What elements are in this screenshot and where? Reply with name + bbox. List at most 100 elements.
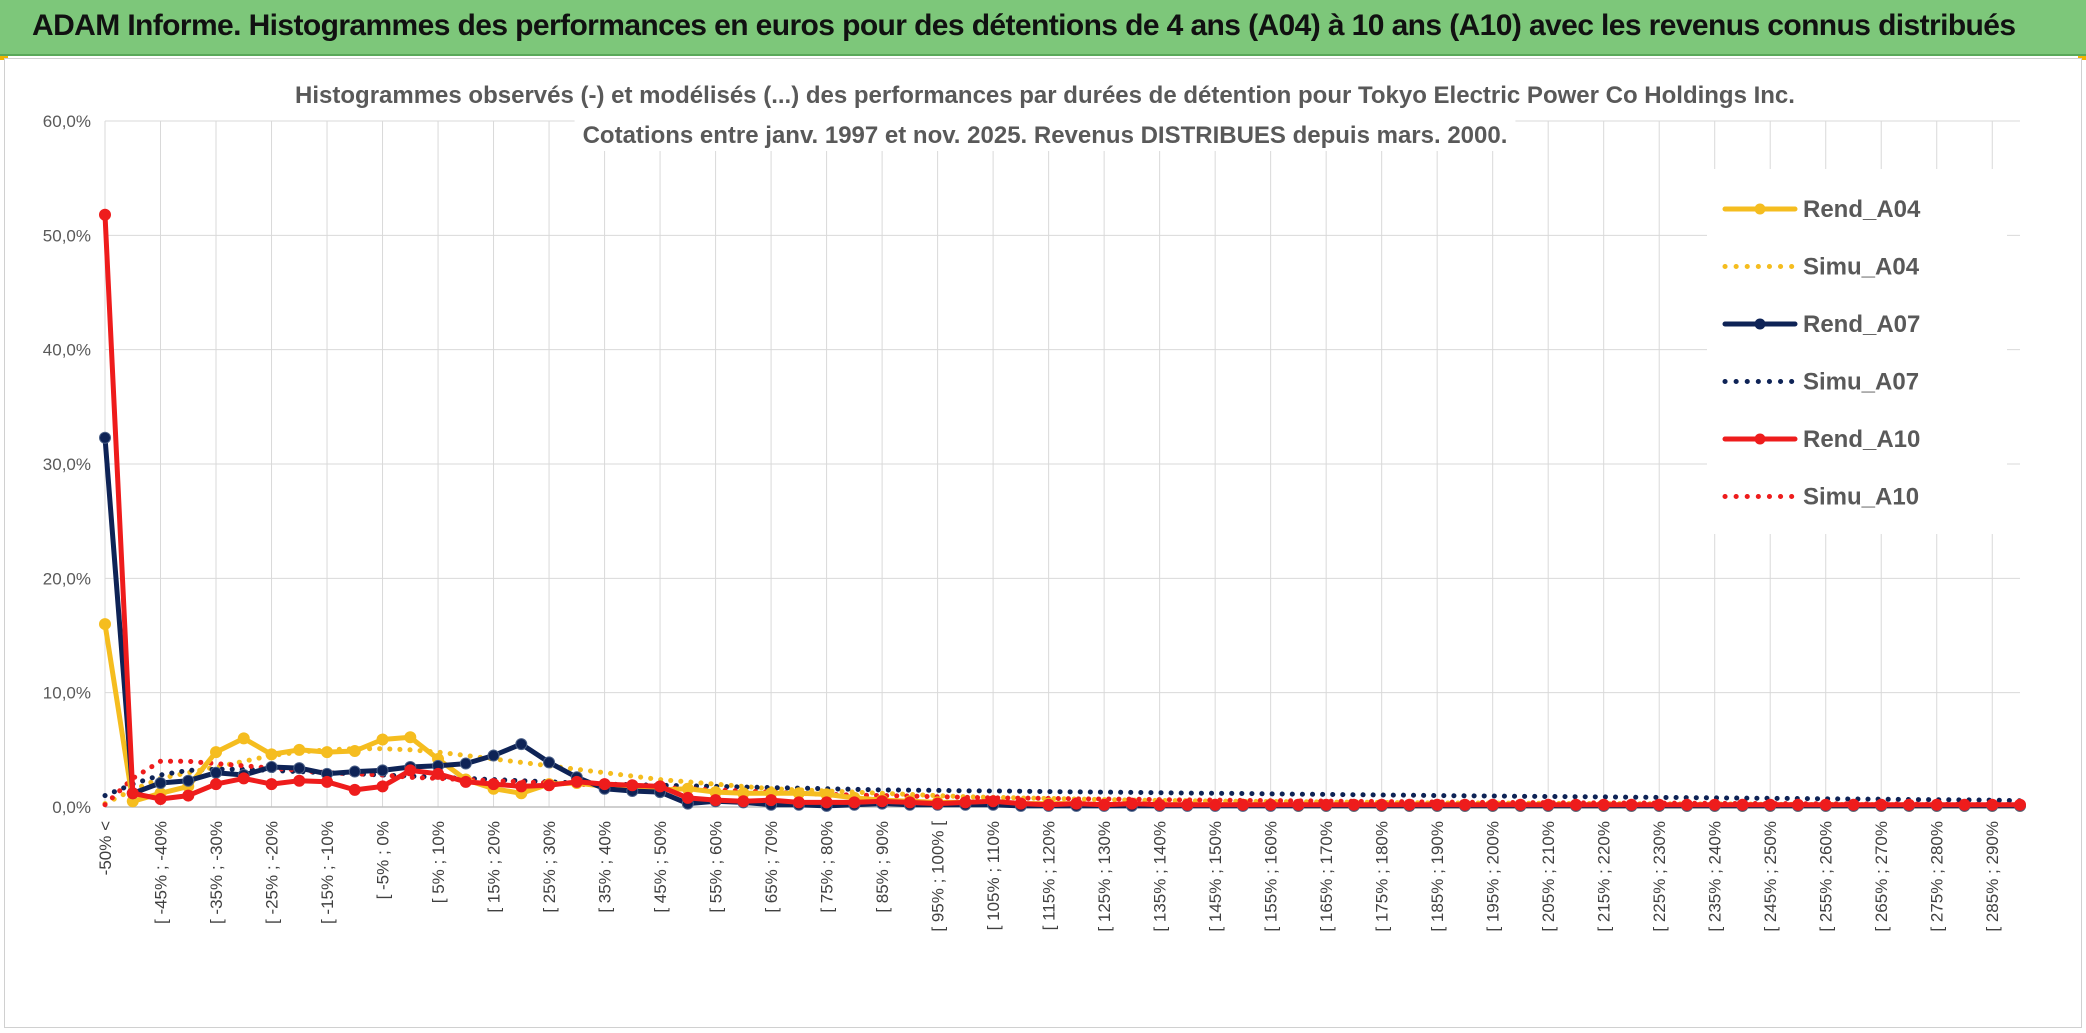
data-point-rend_a10 <box>792 796 805 809</box>
x-tick-label: [ -45% ; -40% <box>152 821 171 924</box>
x-tick-label: [ 225% ; 230% <box>1650 821 1669 932</box>
x-tick-label: [ 65% ; 70% <box>762 821 781 913</box>
data-point-rend_a10 <box>1680 798 1693 811</box>
data-point-rend_a04 <box>237 732 250 745</box>
x-tick-label: [ 195% ; 200% <box>1484 821 1503 932</box>
x-tick-label: [ 175% ; 180% <box>1373 821 1392 932</box>
data-point-rend_a10 <box>1264 798 1277 811</box>
data-point-rend_a10 <box>1902 798 1915 811</box>
y-tick-label: 60,0% <box>43 112 91 131</box>
data-point-rend_a10 <box>987 795 1000 808</box>
data-point-rend_a07 <box>99 431 111 444</box>
data-point-rend_a10 <box>1542 798 1555 811</box>
data-point-rend_a10 <box>681 791 694 804</box>
legend-marker-rend_a04 <box>1754 203 1766 215</box>
data-point-rend_a10 <box>876 795 889 808</box>
data-point-rend_a10 <box>1791 798 1804 811</box>
data-point-rend_a10 <box>1042 798 1055 811</box>
x-tick-label: [ 265% ; 270% <box>1872 821 1891 932</box>
data-point-rend_a10 <box>293 774 306 787</box>
x-tick-label: [ 85% ; 90% <box>873 821 892 913</box>
x-tick-label: [ 255% ; 260% <box>1817 821 1836 932</box>
data-point-rend_a10 <box>126 787 139 800</box>
y-tick-label: 20,0% <box>43 569 91 588</box>
data-point-rend_a04 <box>210 746 223 759</box>
x-tick-label: [ 155% ; 160% <box>1262 821 1281 932</box>
legend-label-rend_a10: Rend_A10 <box>1803 426 1920 453</box>
data-point-rend_a10 <box>1569 798 1582 811</box>
data-point-rend_a10 <box>182 789 195 802</box>
chart-title: Histogrammes observés (-) et modélisés (… <box>295 82 1795 109</box>
data-point-rend_a07 <box>515 738 528 751</box>
data-point-rend_a04 <box>293 743 306 756</box>
legend-background <box>1707 169 2007 534</box>
y-tick-label: 10,0% <box>43 684 91 703</box>
data-point-rend_a10 <box>321 775 334 788</box>
x-tick-label: [ 285% ; 290% <box>1983 821 2002 932</box>
data-point-rend_a04 <box>265 748 278 761</box>
series-line-rend_a10 <box>102 212 2023 808</box>
data-point-rend_a10 <box>210 778 223 791</box>
data-point-rend_a10 <box>1736 798 1749 811</box>
data-point-rend_a10 <box>1209 798 1222 811</box>
data-point-rend_a07 <box>154 776 167 789</box>
data-point-rend_a10 <box>1958 798 1971 811</box>
data-point-rend_a04 <box>376 733 389 746</box>
y-tick-label: 50,0% <box>43 226 91 245</box>
y-tick-label: 30,0% <box>43 455 91 474</box>
x-tick-label: [ 185% ; 190% <box>1428 821 1447 932</box>
legend-marker-rend_a10 <box>1754 433 1766 445</box>
data-point-rend_a10 <box>1986 798 1999 811</box>
x-tick-label: [ 45% ; 50% <box>651 821 670 913</box>
x-tick-label: [ 205% ; 210% <box>1539 821 1558 932</box>
x-tick-label: [ 145% ; 150% <box>1206 821 1225 932</box>
legend-label-simu_a10: Simu_A10 <box>1803 484 1919 511</box>
data-point-rend_a10 <box>1514 798 1527 811</box>
data-point-rend_a10 <box>154 792 167 805</box>
data-point-rend_a10 <box>1125 797 1138 810</box>
data-point-rend_a10 <box>1375 798 1388 811</box>
x-tick-label: [ 125% ; 130% <box>1095 821 1114 932</box>
report-banner: ADAM Informe. Histogrammes des performan… <box>0 0 2086 56</box>
data-point-rend_a10 <box>1875 798 1888 811</box>
data-point-rend_a10 <box>237 772 250 785</box>
x-tick-label: [ -35% ; -30% <box>207 821 226 924</box>
data-point-rend_a10 <box>626 779 639 792</box>
x-tick-label: [ 75% ; 80% <box>818 821 837 913</box>
data-point-rend_a10 <box>1320 798 1333 811</box>
title-background <box>287 80 1803 111</box>
data-point-rend_a07 <box>376 764 389 777</box>
legend-marker-rend_a07 <box>1754 318 1766 330</box>
x-tick-label: [ -25% ; -20% <box>263 821 282 924</box>
data-point-rend_a10 <box>737 795 750 808</box>
data-point-rend_a10 <box>1070 797 1083 810</box>
x-tick-label: [ 95% ; 100% [ <box>929 821 948 932</box>
data-point-rend_a10 <box>1181 798 1194 811</box>
x-tick-label: [ 235% ; 240% <box>1706 821 1725 932</box>
x-tick-label: [ 215% ; 220% <box>1595 821 1614 932</box>
legend-label-rend_a07: Rend_A07 <box>1803 311 1920 338</box>
report-title: ADAM Informe. Histogrammes des performan… <box>32 9 2016 42</box>
legend-label-simu_a04: Simu_A04 <box>1803 254 1920 281</box>
data-point-rend_a04 <box>99 618 111 631</box>
data-point-rend_a10 <box>765 794 778 807</box>
data-point-rend_a10 <box>570 775 583 788</box>
x-tick-label: [ 35% ; 40% <box>596 821 615 913</box>
data-point-rend_a07 <box>182 774 195 787</box>
x-tick-label: [ 275% ; 280% <box>1928 821 1947 932</box>
data-point-rend_a10 <box>1014 797 1027 810</box>
data-point-rend_a10 <box>1625 798 1638 811</box>
data-point-rend_a10 <box>1486 798 1499 811</box>
data-point-rend_a10 <box>1098 798 1111 811</box>
corner-marker-right <box>2078 56 2086 60</box>
data-point-rend_a10 <box>1431 798 1444 811</box>
data-point-rend_a10 <box>99 208 111 221</box>
data-point-rend_a10 <box>903 796 916 809</box>
data-point-rend_a10 <box>820 796 833 809</box>
data-point-rend_a10 <box>1597 798 1610 811</box>
data-point-rend_a07 <box>459 757 472 770</box>
series-line-simu_a10 <box>102 758 2023 808</box>
data-point-rend_a10 <box>598 778 611 791</box>
data-point-rend_a10 <box>848 796 861 809</box>
data-point-rend_a07 <box>543 756 556 769</box>
